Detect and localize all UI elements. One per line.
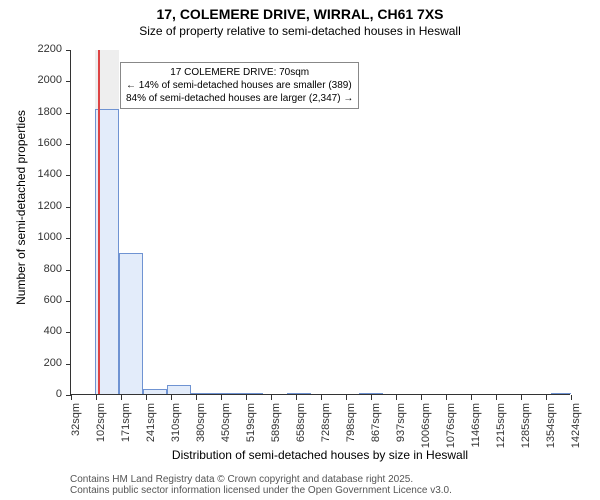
- x-tick-label: 241sqm: [145, 403, 157, 453]
- x-tick-label: 32sqm: [70, 403, 82, 453]
- x-tick: [446, 395, 447, 400]
- y-tick-label: 200: [44, 357, 62, 369]
- x-tick: [421, 395, 422, 400]
- x-tick-label: 310sqm: [170, 403, 182, 453]
- chart-title: 17, COLEMERE DRIVE, WIRRAL, CH61 7XS: [0, 6, 600, 22]
- x-tick: [396, 395, 397, 400]
- x-tick: [321, 395, 322, 400]
- y-tick: [66, 364, 71, 365]
- x-tick-label: 867sqm: [370, 403, 382, 453]
- y-tick: [66, 175, 71, 176]
- annotation-line1: 17 COLEMERE DRIVE: 70sqm: [126, 66, 353, 79]
- x-tick: [296, 395, 297, 400]
- footer-line1: Contains HM Land Registry data © Crown c…: [70, 474, 452, 485]
- y-tick: [66, 238, 71, 239]
- histogram-bar: [119, 253, 143, 394]
- x-tick: [171, 395, 172, 400]
- x-tick: [521, 395, 522, 400]
- x-tick: [471, 395, 472, 400]
- x-tick-label: 658sqm: [295, 403, 307, 453]
- x-tick: [496, 395, 497, 400]
- y-tick: [66, 113, 71, 114]
- x-tick-label: 450sqm: [220, 403, 232, 453]
- x-tick-label: 589sqm: [270, 403, 282, 453]
- histogram-bar: [551, 393, 571, 394]
- histogram-bar: [287, 393, 311, 394]
- x-tick: [146, 395, 147, 400]
- y-tick-label: 600: [44, 294, 62, 306]
- x-tick: [221, 395, 222, 400]
- chart-subtitle: Size of property relative to semi-detach…: [0, 24, 600, 38]
- x-tick: [546, 395, 547, 400]
- x-tick-label: 1424sqm: [570, 403, 582, 453]
- y-tick: [66, 270, 71, 271]
- x-tick: [371, 395, 372, 400]
- marker-line: [98, 50, 100, 394]
- footer-line2: Contains public sector information licen…: [70, 485, 452, 496]
- y-tick-label: 1800: [38, 106, 62, 118]
- y-tick: [66, 207, 71, 208]
- x-tick: [571, 395, 572, 400]
- y-tick-label: 1600: [38, 137, 62, 149]
- y-tick-label: 2200: [38, 43, 62, 55]
- x-tick: [96, 395, 97, 400]
- histogram-bar: [167, 385, 191, 394]
- x-tick: [71, 395, 72, 400]
- y-tick: [66, 332, 71, 333]
- y-tick: [66, 81, 71, 82]
- histogram-bar: [143, 389, 167, 394]
- x-tick-label: 937sqm: [395, 403, 407, 453]
- y-tick: [66, 301, 71, 302]
- x-tick-label: 1076sqm: [445, 403, 457, 453]
- histogram-bar: [191, 393, 215, 394]
- y-tick-label: 1000: [38, 231, 62, 243]
- x-tick-label: 1285sqm: [520, 403, 532, 453]
- y-tick: [66, 50, 71, 51]
- histogram-bar: [215, 393, 239, 394]
- footer: Contains HM Land Registry data © Crown c…: [70, 474, 452, 496]
- x-tick-label: 519sqm: [245, 403, 257, 453]
- annotation-line3: 84% of semi-detached houses are larger (…: [126, 92, 353, 105]
- y-tick-label: 400: [44, 325, 62, 337]
- x-tick: [246, 395, 247, 400]
- x-tick-label: 380sqm: [195, 403, 207, 453]
- x-tick-label: 1215sqm: [495, 403, 507, 453]
- x-tick-label: 1006sqm: [420, 403, 432, 453]
- x-tick: [346, 395, 347, 400]
- y-tick-label: 1200: [38, 200, 62, 212]
- y-tick-label: 2000: [38, 74, 62, 86]
- x-tick-label: 1354sqm: [545, 403, 557, 453]
- y-axis-label: Number of semi-detached properties: [14, 35, 28, 380]
- x-tick-label: 798sqm: [345, 403, 357, 453]
- annotation-box: 17 COLEMERE DRIVE: 70sqm ← 14% of semi-d…: [120, 62, 359, 109]
- histogram-bar: [359, 393, 383, 394]
- y-tick-label: 800: [44, 263, 62, 275]
- x-tick-label: 102sqm: [95, 403, 107, 453]
- x-tick: [121, 395, 122, 400]
- histogram-bar: [239, 393, 263, 394]
- x-tick: [196, 395, 197, 400]
- annotation-line2: ← 14% of semi-detached houses are smalle…: [126, 79, 353, 92]
- x-tick: [271, 395, 272, 400]
- y-tick-label: 1400: [38, 168, 62, 180]
- x-tick-label: 728sqm: [320, 403, 332, 453]
- x-tick-label: 1146sqm: [470, 403, 482, 453]
- y-tick: [66, 144, 71, 145]
- x-tick-label: 171sqm: [120, 403, 132, 453]
- y-tick-label: 0: [56, 388, 62, 400]
